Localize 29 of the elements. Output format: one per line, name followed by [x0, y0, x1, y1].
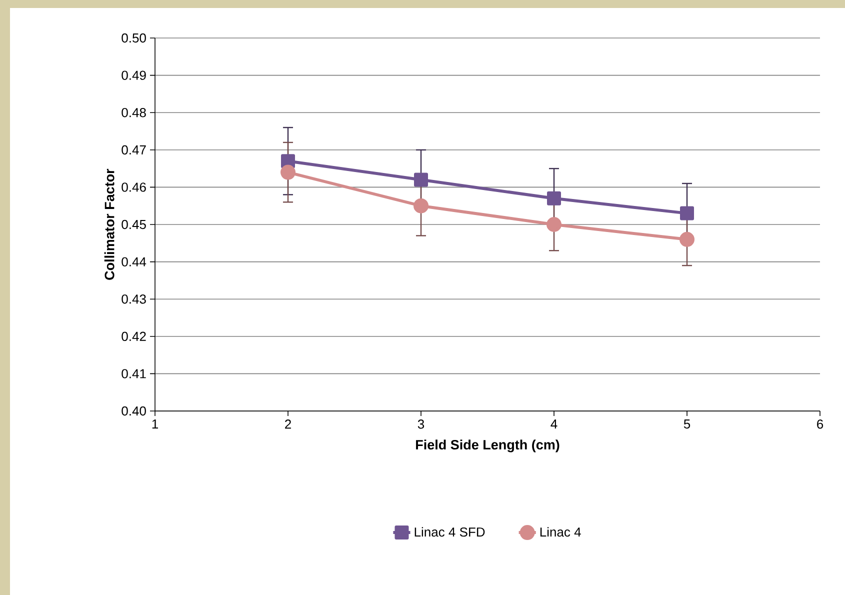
point [414, 198, 429, 214]
y-tick-label: 0.42 [122, 332, 146, 341]
point [680, 206, 694, 220]
point [546, 217, 562, 232]
legend-label: Linac 4 SFD [414, 527, 485, 537]
y-tick-label: 0.49 [122, 70, 146, 80]
legend-label: Linac 4 [540, 527, 581, 537]
y-tick-label: 0.46 [122, 182, 146, 192]
y-tick-label: 0.48 [122, 108, 146, 118]
point [547, 191, 561, 206]
y-axis-title: Collimator Factor [104, 168, 114, 280]
x-tick-label: 6 [817, 420, 824, 429]
x-tick-label: 4 [550, 420, 558, 428]
y-tick-label: 0.40 [122, 406, 146, 416]
y-tick-label: 0.41 [122, 369, 146, 378]
x-axis-title: Field Side Length (cm) [416, 440, 560, 452]
y-tick-label: 0.50 [122, 33, 146, 43]
x-tick-label: 1 [152, 420, 158, 428]
point [680, 232, 695, 247]
x-tick-label: 3 [418, 420, 424, 429]
y-tick-label: 0.43 [122, 294, 146, 304]
y-tick-label: 0.44 [122, 257, 146, 266]
point [280, 164, 296, 180]
x-tick-label: 2 [285, 420, 291, 429]
point [281, 154, 296, 168]
y-tick-label: 0.45 [122, 220, 146, 230]
point [414, 172, 428, 187]
y-tick-label: 0.47 [122, 145, 146, 154]
x-tick-label: 5 [684, 420, 690, 429]
